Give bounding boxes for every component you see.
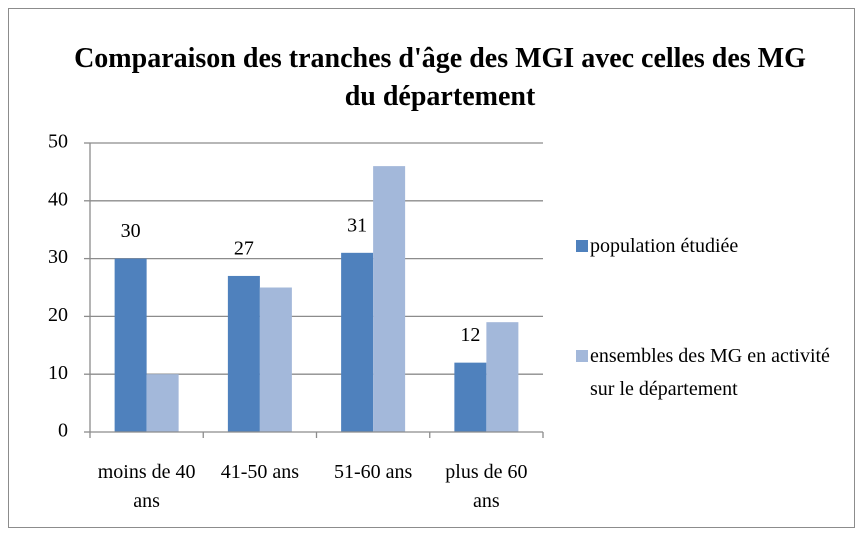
x-tick-label: 41-50 ans (220, 461, 300, 483)
x-tick-label: moins de 40 ans (97, 461, 196, 512)
legend-label: ensembles des MG en activité sur le dépa… (590, 345, 830, 400)
data-label: 12 (460, 324, 480, 346)
chart-border (8, 8, 855, 528)
data-label: 30 (121, 220, 141, 242)
y-tick-label: 10 (48, 362, 68, 384)
data-label: 27 (234, 238, 254, 260)
bar (454, 362, 487, 432)
x-tick-label: 51-60 ans (333, 461, 413, 483)
bar (486, 322, 519, 432)
bar (341, 252, 374, 432)
x-tick-label: plus de 60 ans (445, 461, 528, 512)
chart-title: Comparaison des tranches d'âge des MGI a… (74, 43, 806, 112)
legend-swatch (576, 240, 588, 252)
bar (373, 166, 406, 432)
bar (114, 258, 147, 432)
legend-swatch (576, 350, 588, 362)
legend-label: population étudiée (590, 235, 739, 257)
y-tick-label: 50 (48, 131, 68, 153)
data-label: 31 (347, 214, 367, 236)
bar (146, 374, 179, 432)
y-tick-label: 0 (58, 420, 68, 442)
bar (259, 287, 292, 432)
y-tick-label: 40 (48, 188, 68, 210)
bar (227, 275, 260, 432)
y-tick-label: 30 (48, 246, 68, 268)
y-tick-label: 20 (48, 304, 68, 326)
